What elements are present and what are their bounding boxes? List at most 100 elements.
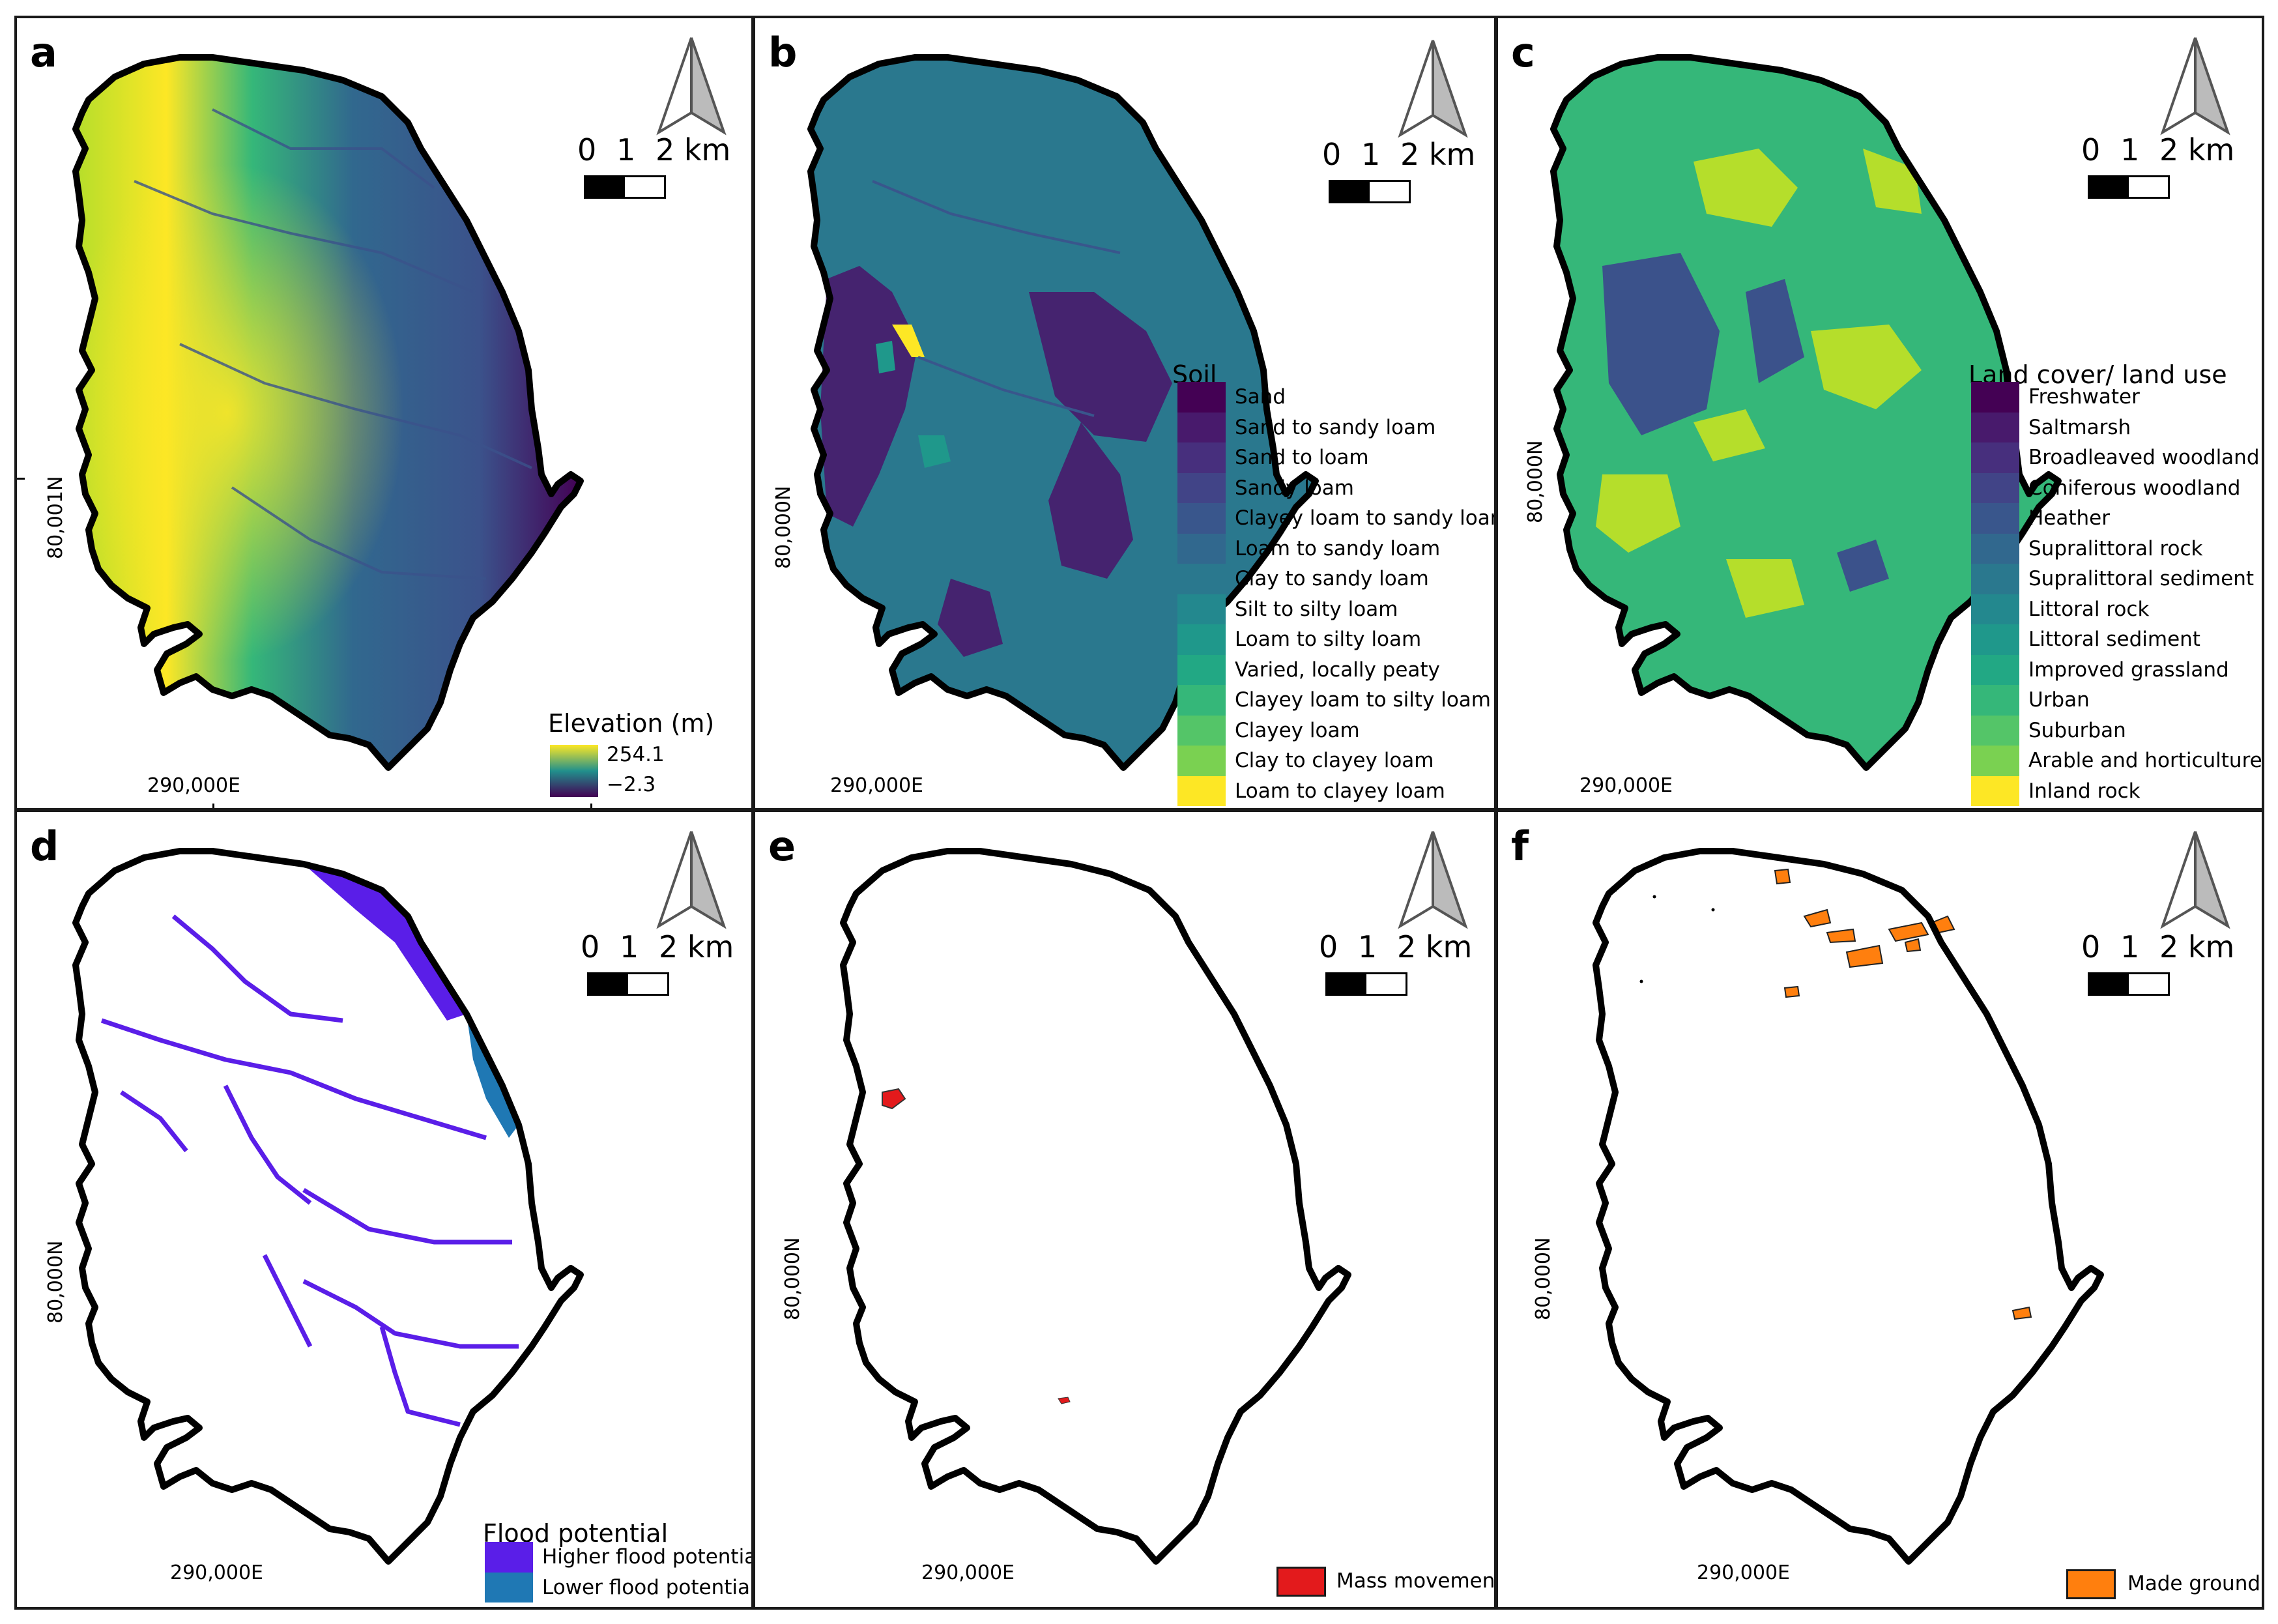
legend-swatch — [1971, 442, 2019, 473]
legend-label: Clay to sandy loam — [1235, 567, 1429, 591]
legend-item: Clayey loam to silty loam — [1177, 685, 1494, 716]
legend-swatch — [1971, 776, 2019, 806]
legend-label: Saltmarsh — [2028, 415, 2131, 439]
legend-item: Arable and horticulture — [1971, 746, 2262, 776]
legend-swatch — [1177, 746, 1226, 776]
legend-label: Sand to loam — [1235, 446, 1369, 470]
legend-swatch — [1177, 503, 1226, 534]
legend-label: Lower flood potential — [542, 1575, 754, 1599]
scale-label: 0 — [2081, 132, 2101, 167]
legend-item: Coniferous woodland — [1971, 472, 2262, 503]
scale-label: 0 — [581, 929, 600, 964]
legend-max: 254.1 — [607, 743, 665, 766]
scale-label: 1 — [620, 929, 639, 964]
panel-label: e — [768, 822, 796, 870]
landcover-map — [1498, 18, 2264, 811]
north-arrow-icon — [1394, 34, 1472, 147]
scale-label: 2 km — [2159, 929, 2235, 964]
legend-swatch — [1971, 564, 2019, 594]
legend-label: Supralittoral sediment — [2028, 567, 2255, 591]
legend-label: Urban — [2028, 688, 2090, 712]
easting-label: 290,000E — [1697, 1561, 1791, 1584]
legend-item: Lower flood potential — [485, 1572, 754, 1602]
legend-item: Clay to sandy loam — [1177, 564, 1494, 594]
legend-item: Littoral sediment — [1971, 624, 2262, 655]
legend-swatch — [1177, 715, 1226, 746]
scale-label: 1 — [2120, 929, 2140, 964]
landcover-legend: Freshwater Saltmarsh Broadleaved woodland C… — [1971, 382, 2262, 806]
legend-item: Sand to sandy loam — [1177, 412, 1494, 442]
legend-label: Suburban — [2028, 718, 2126, 742]
legend-item: Littoral rock — [1971, 594, 2262, 624]
legend-swatch — [485, 1542, 533, 1573]
panel-label: d — [30, 822, 59, 870]
legend-item: Inland rock — [1971, 776, 2262, 806]
legend-swatch — [1177, 564, 1226, 594]
legend-label: Improved grassland — [2028, 658, 2229, 682]
northing-label: 80,000N — [44, 1240, 67, 1324]
panel-label: b — [768, 29, 798, 76]
panel-label: f — [1511, 822, 1529, 870]
legend-title: Elevation (m) — [548, 709, 715, 738]
legend-item: Clay to clayey loam — [1177, 746, 1494, 776]
legend-min: −2.3 — [607, 773, 656, 796]
scale-label: 2 km — [656, 132, 731, 167]
scale-label: 2 km — [1397, 929, 1473, 964]
flood-legend: Higher flood potential Lower flood potent… — [485, 1542, 754, 1602]
legend-item: Higher flood potential — [485, 1542, 754, 1573]
scale-label: 0 — [1322, 137, 1342, 172]
legend-swatch — [1971, 654, 2019, 685]
easting-label: 290,000E — [830, 774, 924, 797]
legend-label: Coniferous woodland — [2028, 476, 2241, 500]
legend-swatch — [1177, 685, 1226, 716]
legend-swatch — [1177, 442, 1226, 473]
legend-swatch — [1177, 654, 1226, 685]
north-arrow-icon — [2156, 31, 2234, 145]
legend-item: Sand — [1177, 382, 1494, 413]
legend-swatch — [1971, 472, 2019, 503]
legend-label: Sandy loam — [1235, 476, 1354, 500]
legend-swatch — [1177, 594, 1226, 624]
legend-item: Sandy loam — [1177, 472, 1494, 503]
scale-label: 0 — [577, 132, 597, 167]
legend-swatch — [1177, 533, 1226, 564]
scale-label: 1 — [1358, 929, 1377, 964]
legend-label: Sand to sandy loam — [1235, 415, 1436, 439]
legend-swatch-made-ground — [2066, 1569, 2116, 1599]
scale-label: 1 — [1361, 137, 1381, 172]
legend-item: Suburban — [1971, 715, 2262, 746]
legend-label: Clayey loam to silty loam — [1235, 688, 1491, 712]
mass-movement-map — [755, 812, 1497, 1610]
soil-map — [755, 18, 1497, 811]
elevation-map — [17, 18, 754, 811]
legend-swatch — [485, 1572, 533, 1602]
northing-label: 80,001N — [44, 476, 67, 559]
northing-label: 80,000N — [1524, 440, 1547, 523]
legend-item: Freshwater — [1971, 382, 2262, 413]
legend-item: Saltmarsh — [1971, 412, 2262, 442]
north-arrow-icon — [2156, 825, 2234, 938]
legend-item: Sand to loam — [1177, 442, 1494, 473]
legend-swatch — [1971, 624, 2019, 655]
legend-swatch — [1971, 594, 2019, 624]
legend-item: Supralittoral sediment — [1971, 564, 2262, 594]
legend-label: Loam to sandy loam — [1235, 536, 1441, 560]
legend-label: Clayey loam to sandy loam — [1235, 506, 1497, 530]
legend-label: Littoral rock — [2028, 597, 2150, 621]
legend-label: Higher flood potential — [542, 1545, 754, 1569]
easting-label: 290,000E — [147, 774, 241, 797]
legend-label: Supralittoral rock — [2028, 536, 2203, 560]
legend-item: Improved grassland — [1971, 654, 2262, 685]
legend-item: Varied, locally peaty — [1177, 654, 1494, 685]
legend-swatch — [1971, 412, 2019, 442]
legend-item: Loam to clayey loam — [1177, 776, 1494, 806]
